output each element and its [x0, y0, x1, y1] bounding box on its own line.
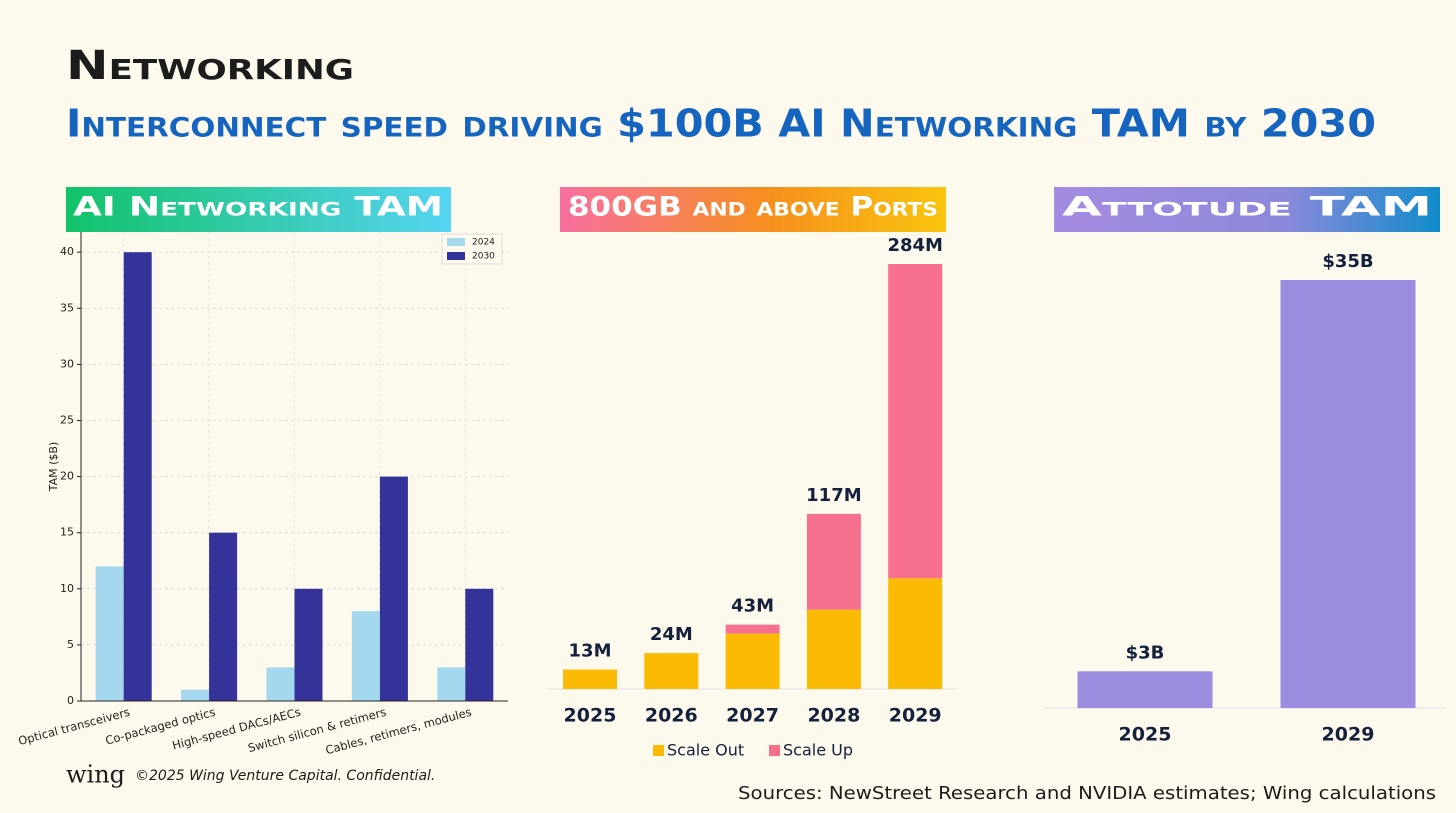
bar-segment [725, 624, 780, 634]
bar-segment [806, 513, 861, 610]
bar-segment [563, 669, 617, 689]
logo: wing [66, 761, 125, 789]
y-tick-label: 20 [60, 470, 74, 483]
y-tick-label: 35 [60, 301, 74, 314]
copyright: ©2025 Wing Venture Capital. Confidential… [135, 768, 435, 784]
x-tick-label: 2026 [645, 705, 698, 727]
bar [437, 667, 466, 701]
x-tick-label: 2027 [726, 705, 779, 727]
y-tick-label: 15 [60, 526, 74, 539]
bar [465, 588, 494, 701]
legend-swatch [769, 745, 780, 756]
total-label: 284M [887, 235, 943, 256]
slide-title: Networking [66, 43, 354, 89]
bar-segment [888, 578, 943, 689]
bar [379, 476, 408, 701]
chart-title: Attotude TAM [1062, 192, 1432, 223]
x-tick-label: 2025 [564, 705, 617, 727]
value-label: $3B [1126, 642, 1165, 663]
bar-segment [806, 609, 861, 689]
title-banner [560, 187, 946, 232]
total-label: 43M [731, 596, 774, 617]
bar [294, 588, 323, 701]
legend-label: 2030 [472, 252, 495, 262]
y-tick-label: 30 [60, 357, 74, 370]
chart-title: 800GB and above Ports [568, 192, 938, 223]
sources: Sources: NewStreet Research and NVIDIA e… [738, 783, 1436, 804]
bar [1077, 671, 1213, 708]
value-label: $35B [1322, 251, 1373, 272]
total-label: 24M [650, 624, 693, 645]
charts: AI Networking TAM0510152025303540Optical… [17, 192, 1446, 760]
y-axis-label: TAM ($B) [47, 442, 60, 493]
legend-label: 2024 [472, 238, 495, 248]
bar-segment [888, 264, 943, 579]
bar [95, 566, 124, 701]
y-tick-label: 25 [60, 413, 74, 426]
total-label: 117M [806, 485, 862, 506]
y-tick-label: 5 [67, 638, 74, 651]
legend-label: Scale Up [783, 741, 853, 760]
title-banner [66, 187, 451, 232]
bar [266, 667, 295, 701]
slide-subtitle: Interconnect speed driving $100B AI Netw… [66, 102, 1376, 146]
title-banner [1054, 187, 1440, 232]
bar [351, 611, 380, 701]
y-tick-label: 0 [67, 694, 74, 707]
y-tick-label: 40 [60, 245, 74, 258]
bar-segment [644, 653, 699, 689]
x-tick-label: 2025 [1119, 724, 1172, 746]
x-tick-label: 2029 [889, 705, 942, 727]
total-label: 13M [569, 641, 612, 662]
bar [209, 532, 238, 701]
bar-segment [725, 633, 780, 689]
legend-swatch [653, 745, 664, 756]
y-tick-label: 10 [60, 582, 74, 595]
legend-swatch [447, 252, 465, 260]
x-tick-label: 2029 [1322, 724, 1375, 746]
bar [123, 252, 152, 701]
bar [181, 689, 210, 701]
chart-title: AI Networking TAM [73, 192, 443, 223]
x-tick-label: 2028 [807, 705, 860, 727]
legend-swatch [447, 238, 465, 246]
legend-label: Scale Out [667, 741, 744, 760]
bar [1280, 280, 1416, 708]
